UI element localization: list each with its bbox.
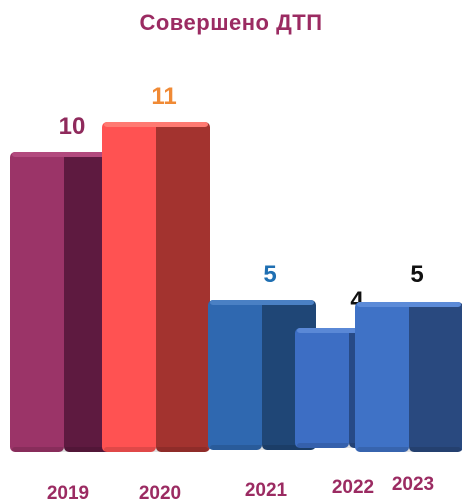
category-label-2019: 2019 — [47, 483, 89, 502]
bar-front-2022 — [295, 328, 349, 448]
category-label-2023: 2023 — [392, 474, 434, 495]
bar-2020 — [102, 122, 210, 452]
bar-shadow-2023 — [357, 447, 461, 452]
bar-side-2020 — [156, 122, 210, 452]
bar-side-2023 — [409, 302, 462, 452]
bar-2019 — [10, 152, 118, 452]
value-label-2021: 5 — [263, 261, 276, 288]
category-label-2022: 2022 — [332, 477, 374, 498]
bar-top-2020 — [104, 122, 208, 127]
bar-front-2023 — [355, 302, 409, 452]
bar-shadow-2020 — [104, 447, 208, 452]
bar-shadow-2019 — [12, 447, 116, 452]
chart-title: Совершено ДТП — [139, 10, 323, 35]
value-label-2019: 10 — [59, 113, 86, 140]
category-label-2020: 2020 — [139, 483, 181, 502]
bar-top-2019 — [12, 152, 116, 157]
bar-2023 — [355, 302, 462, 452]
bar-top-2023 — [357, 302, 461, 307]
bar-top-2021 — [210, 300, 314, 305]
bar-front-2021 — [208, 300, 262, 450]
bar-shadow-2021 — [210, 445, 314, 450]
bar-front-2019 — [10, 152, 64, 452]
bar-front-2020 — [102, 122, 156, 452]
value-label-2023: 5 — [410, 261, 423, 288]
category-label-2021: 2021 — [245, 480, 288, 501]
value-label-2020: 11 — [151, 83, 176, 110]
